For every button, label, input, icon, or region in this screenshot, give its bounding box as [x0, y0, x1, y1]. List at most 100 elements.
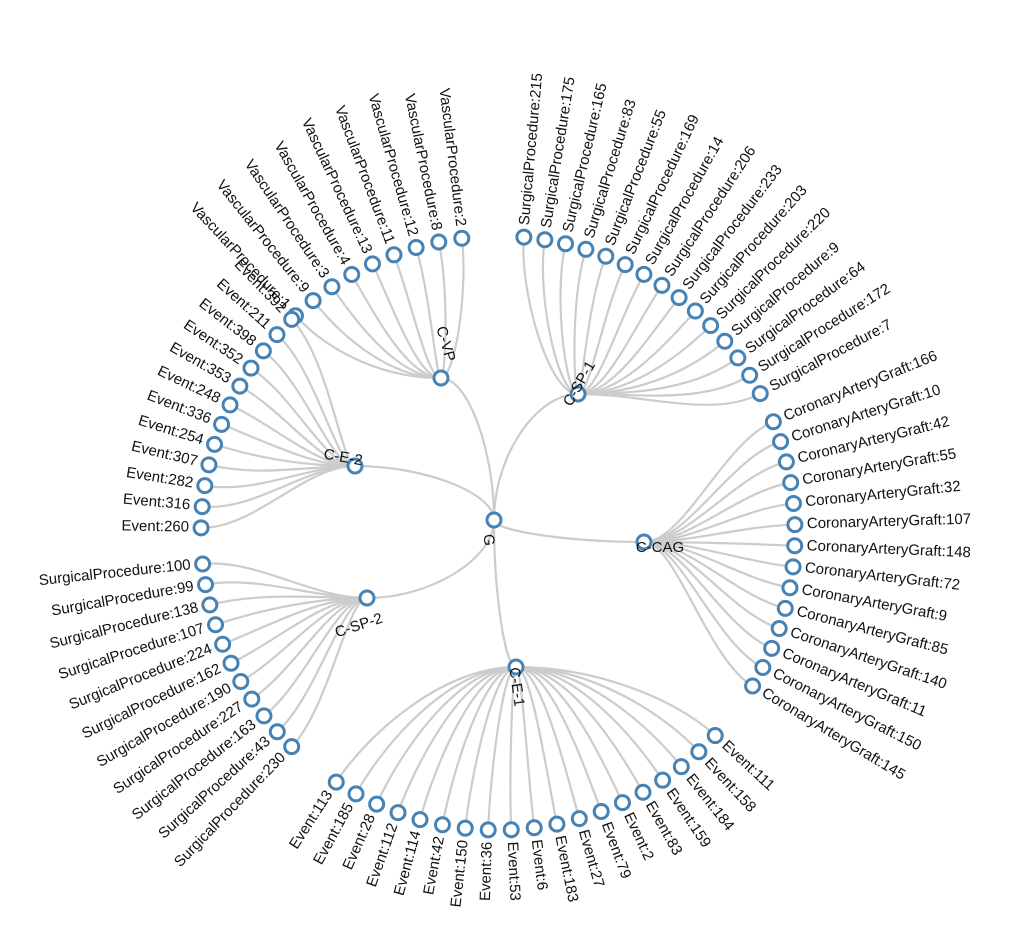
leaf-node-circle[interactable] — [458, 821, 472, 835]
leaf-node-circle[interactable] — [579, 242, 593, 256]
root-node[interactable]: G — [479, 513, 501, 547]
leaf-node-circle[interactable] — [559, 237, 573, 251]
leaf-node-circle[interactable] — [766, 415, 780, 429]
leaf-node-circle[interactable] — [215, 417, 229, 431]
leaf-node-circle[interactable] — [778, 601, 792, 615]
leaf-node-circle[interactable] — [195, 500, 209, 514]
leaf-node-circle[interactable] — [209, 618, 223, 632]
leaf-label: Event:150 — [447, 839, 471, 908]
root-node-circle[interactable] — [487, 513, 501, 527]
leaf-node-circle[interactable] — [572, 812, 586, 826]
leaf-node-circle[interactable] — [718, 334, 732, 348]
leaf-node-circle[interactable] — [517, 230, 531, 244]
leaf-node[interactable]: Event:183 — [550, 817, 582, 904]
leaf-node-circle[interactable] — [637, 267, 651, 281]
leaf-node-circle[interactable] — [194, 521, 208, 535]
leaf-node-circle[interactable] — [784, 476, 798, 490]
leaf-node-circle[interactable] — [688, 304, 702, 318]
leaf-node-circle[interactable] — [306, 294, 320, 308]
leaf-node[interactable]: Event:316 — [122, 491, 209, 514]
leaf-node-circle[interactable] — [481, 823, 495, 837]
link-leaf — [201, 466, 355, 528]
leaf-node-circle[interactable] — [208, 437, 222, 451]
leaf-node-circle[interactable] — [285, 740, 299, 754]
leaf-node-circle[interactable] — [788, 518, 802, 532]
leaf-node-circle[interactable] — [615, 796, 629, 810]
leaf-node[interactable]: Event:282 — [125, 464, 212, 493]
leaf-node-circle[interactable] — [349, 787, 363, 801]
leaf-node-circle[interactable] — [618, 258, 632, 272]
leaf-node-circle[interactable] — [435, 818, 449, 832]
leaf-node-circle[interactable] — [413, 813, 427, 827]
leaf-node-circle[interactable] — [234, 675, 248, 689]
leaf-node-circle[interactable] — [746, 679, 760, 693]
leaf-node-circle[interactable] — [216, 637, 230, 651]
leaf-node-circle[interactable] — [783, 581, 797, 595]
leaf-node-circle[interactable] — [674, 760, 688, 774]
leaf-node-circle[interactable] — [387, 248, 401, 262]
leaf-node-circle[interactable] — [329, 775, 343, 789]
leaf-node[interactable]: Event:150 — [447, 821, 472, 908]
cluster-label: C-E-1 — [505, 666, 527, 707]
leaf-node-circle[interactable] — [432, 235, 446, 249]
leaf-node-circle[interactable] — [787, 497, 801, 511]
leaf-node-circle[interactable] — [196, 557, 210, 571]
leaf-node-circle[interactable] — [786, 560, 800, 574]
leaf-node-circle[interactable] — [636, 785, 650, 799]
leaf-node-circle[interactable] — [270, 725, 284, 739]
leaf-node-circle[interactable] — [370, 797, 384, 811]
leaf-node-circle[interactable] — [672, 291, 686, 305]
link-leaf — [516, 667, 715, 736]
leaf-node[interactable]: Event:260 — [121, 517, 208, 535]
leaf-node-circle[interactable] — [731, 351, 745, 365]
leaf-node-circle[interactable] — [223, 398, 237, 412]
leaf-node-circle[interactable] — [656, 773, 670, 787]
leaf-node-circle[interactable] — [409, 241, 423, 255]
cluster-node-circle[interactable] — [360, 591, 374, 605]
cluster-node-c-cag[interactable]: C-CAG — [636, 535, 684, 556]
leaf-node[interactable]: Event:42 — [420, 818, 449, 896]
leaf-node-circle[interactable] — [199, 578, 213, 592]
leaf-node-circle[interactable] — [708, 729, 722, 743]
leaf-node-circle[interactable] — [202, 458, 216, 472]
leaf-node[interactable]: Event:36 — [477, 823, 496, 901]
leaf-node-circle[interactable] — [527, 821, 541, 835]
leaf-node-circle[interactable] — [704, 319, 718, 333]
leaf-node-circle[interactable] — [599, 249, 613, 263]
leaf-node-circle[interactable] — [455, 231, 469, 245]
leaf-node-circle[interactable] — [285, 312, 299, 326]
leaf-node-circle[interactable] — [365, 257, 379, 271]
leaf-node-circle[interactable] — [244, 361, 258, 375]
leaf-node-circle[interactable] — [245, 692, 259, 706]
leaf-node-circle[interactable] — [270, 328, 284, 342]
leaf-node-circle[interactable] — [257, 709, 271, 723]
leaf-node-circle[interactable] — [774, 435, 788, 449]
leaf-node-circle[interactable] — [203, 598, 217, 612]
leaf-node-circle[interactable] — [233, 379, 247, 393]
leaf-node-circle[interactable] — [753, 387, 767, 401]
leaf-node-circle[interactable] — [345, 268, 359, 282]
leaf-node[interactable]: Event:53 — [504, 823, 524, 902]
leaf-node-circle[interactable] — [224, 656, 238, 670]
leaf-node-circle[interactable] — [788, 539, 802, 553]
leaf-node-circle[interactable] — [692, 745, 706, 759]
leaf-node-circle[interactable] — [772, 622, 786, 636]
leaf-node-circle[interactable] — [256, 344, 270, 358]
leaf-node[interactable]: CoronaryArteryGraft:148 — [788, 537, 971, 561]
leaf-node-circle[interactable] — [504, 823, 518, 837]
leaf-node-circle[interactable] — [756, 660, 770, 674]
leaf-node-circle[interactable] — [765, 641, 779, 655]
cluster-node-c-e-1[interactable]: C-E-1 — [505, 660, 527, 708]
leaf-node[interactable]: Event:6 — [527, 821, 551, 891]
leaf-node[interactable]: CoronaryArteryGraft:107 — [788, 511, 971, 533]
leaf-node-circle[interactable] — [391, 806, 405, 820]
leaf-node-circle[interactable] — [594, 804, 608, 818]
leaf-node-circle[interactable] — [538, 233, 552, 247]
leaf-node-circle[interactable] — [325, 280, 339, 294]
leaf-node-circle[interactable] — [743, 368, 757, 382]
leaf-node-circle[interactable] — [779, 455, 793, 469]
leaf-node-circle[interactable] — [198, 479, 212, 493]
leaf-node-circle[interactable] — [655, 278, 669, 292]
leaf-node-circle[interactable] — [550, 817, 564, 831]
cluster-node-circle[interactable] — [434, 371, 448, 385]
